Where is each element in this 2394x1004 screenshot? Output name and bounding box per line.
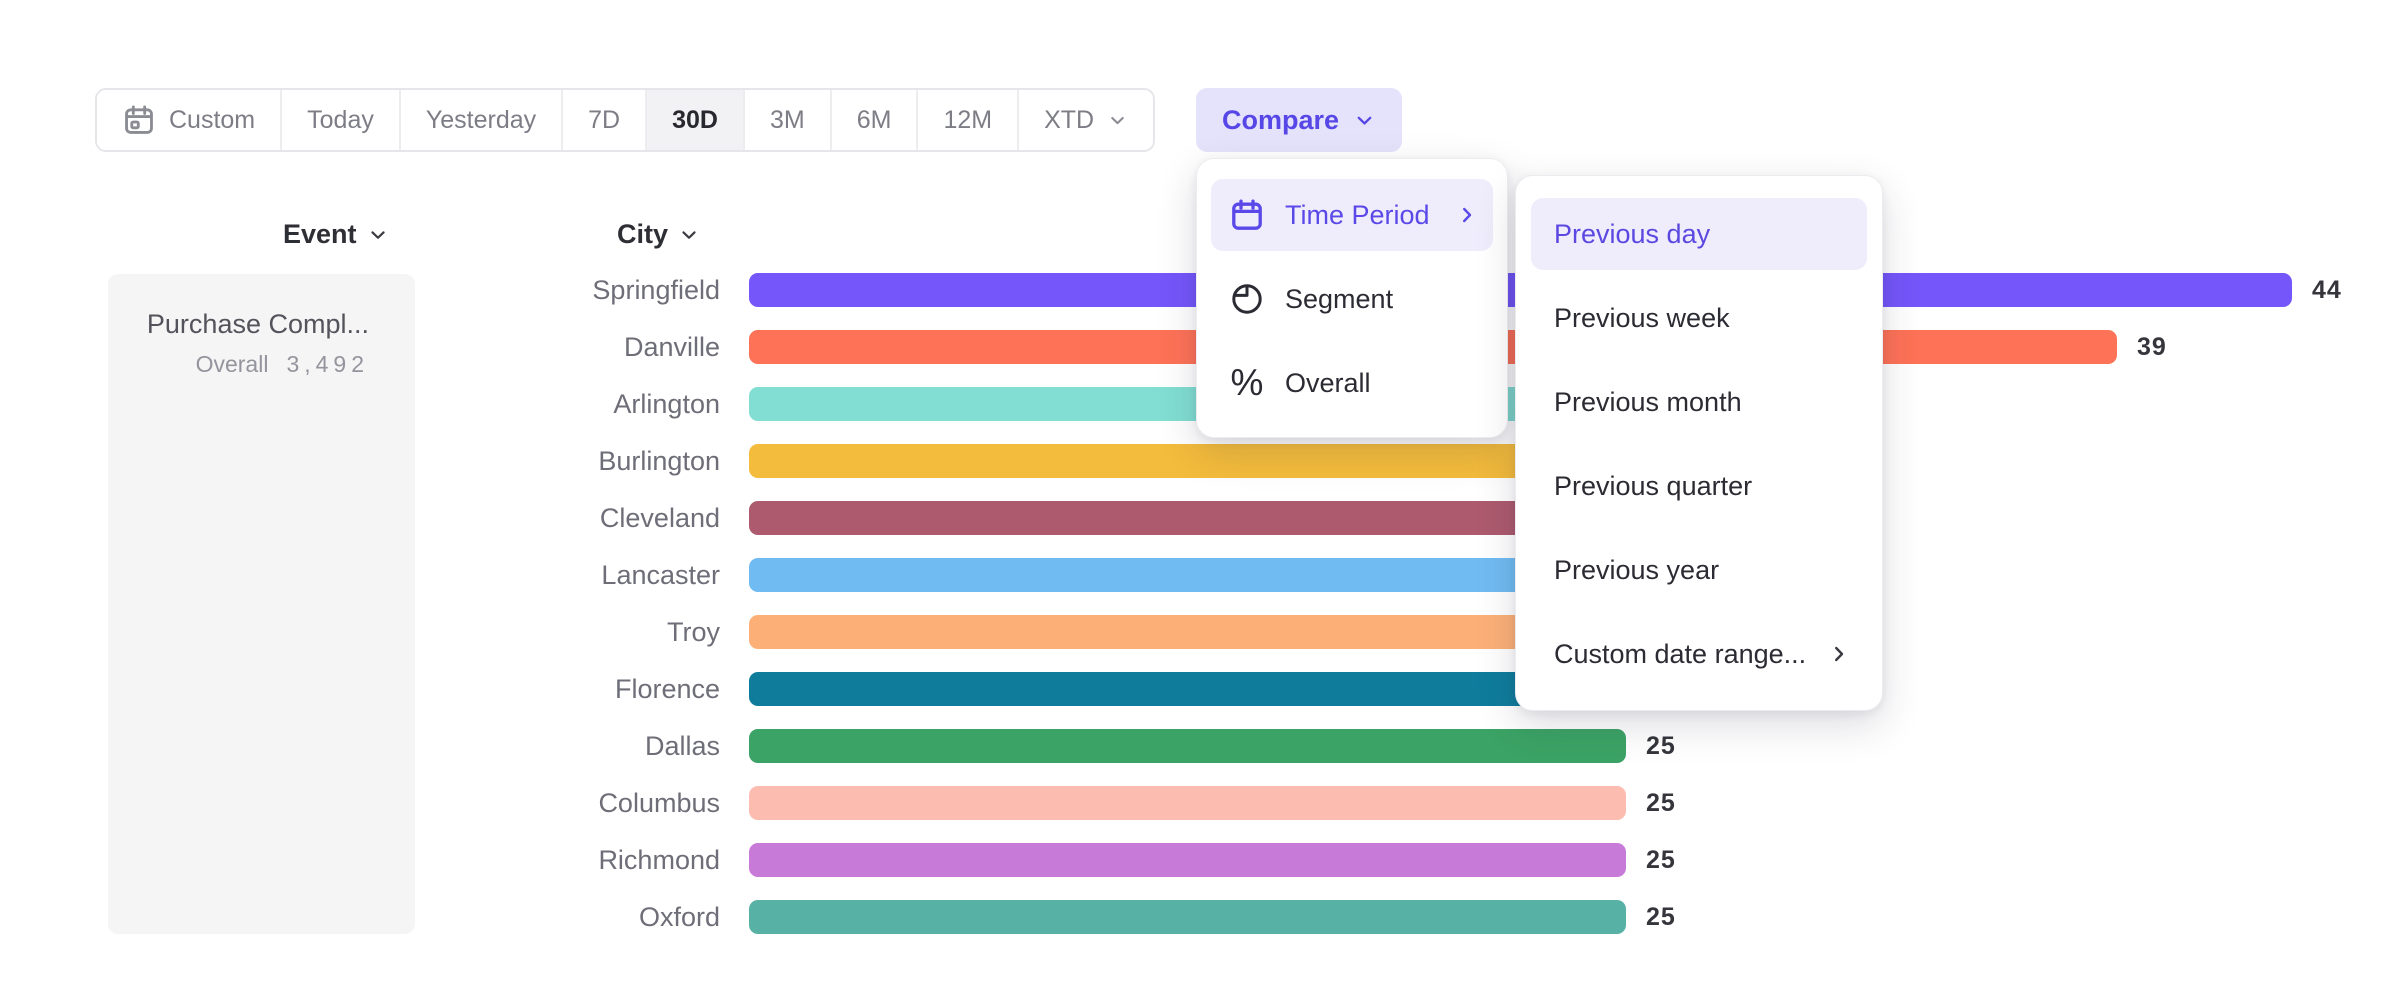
range-button-today[interactable]: Today — [282, 90, 401, 150]
city-label: Dallas — [644, 730, 720, 761]
bar-columbus[interactable] — [749, 786, 1626, 820]
chevron-right-icon — [1455, 203, 1479, 227]
compare-menu-item-time-period[interactable]: Time Period — [1211, 179, 1493, 251]
submenu-item-previous-year[interactable]: Previous year — [1531, 534, 1867, 606]
menu-item-label: Previous year — [1554, 554, 1720, 585]
segment-icon — [1229, 281, 1265, 317]
calendar-plain-icon — [1229, 197, 1265, 233]
event-column-header[interactable]: Event — [283, 219, 389, 250]
chart-row-columbus: Columbus 25 — [380, 786, 1676, 820]
percent-icon: % — [1230, 362, 1264, 403]
range-button-6m[interactable]: 6M — [831, 90, 919, 150]
bar-value-label: 25 — [1646, 731, 1676, 760]
range-button-yesterday[interactable]: Yesterday — [400, 90, 564, 150]
city-label: Richmond — [598, 844, 720, 875]
event-card[interactable]: Purchase Compl... Overall 3,492 — [108, 274, 415, 934]
bar-value-label: 25 — [1646, 902, 1676, 931]
range-button-3m[interactable]: 3M — [744, 90, 832, 150]
city-label: Columbus — [598, 787, 720, 818]
city-column-header[interactable]: City — [617, 219, 700, 250]
compare-menu-item-overall[interactable]: % Overall — [1211, 347, 1493, 419]
range-button-label: 6M — [856, 105, 892, 134]
range-button-label: 3M — [769, 105, 805, 134]
range-button-label: Yesterday — [425, 105, 537, 134]
city-label: Danville — [623, 331, 720, 362]
time-period-submenu: Previous day Previous week Previous month P… — [1515, 175, 1883, 711]
bar-value-label: 44 — [2312, 275, 2342, 304]
city-label: Oxford — [638, 901, 720, 932]
range-button-label: Custom — [169, 105, 256, 134]
chevron-down-icon — [1107, 110, 1128, 131]
city-label: Troy — [667, 616, 720, 647]
range-button-label: Today — [307, 105, 374, 134]
bar-dallas[interactable] — [749, 729, 1626, 763]
submenu-item-previous-month[interactable]: Previous month — [1531, 366, 1867, 438]
submenu-item-previous-day[interactable]: Previous day — [1531, 198, 1867, 270]
bar-value-label: 39 — [2137, 332, 2167, 361]
bar-value-label: 25 — [1646, 845, 1676, 874]
overall-value: 3,492 — [286, 351, 369, 377]
submenu-item-previous-quarter[interactable]: Previous quarter — [1531, 450, 1867, 522]
chart-row-richmond: Richmond 25 — [380, 843, 1676, 877]
compare-button-label: Compare — [1222, 104, 1340, 135]
bar-florence[interactable] — [749, 672, 1661, 706]
range-button-label: 30D — [672, 105, 718, 134]
compare-button[interactable]: Compare — [1196, 88, 1403, 152]
range-button-30d[interactable]: 30D — [647, 90, 745, 150]
chevron-right-icon — [1827, 642, 1851, 666]
menu-item-label: Overall — [1285, 367, 1371, 398]
compare-menu-item-segment[interactable]: Segment — [1211, 263, 1493, 335]
city-label: Burlington — [598, 445, 720, 476]
menu-item-label: Segment — [1285, 283, 1394, 314]
menu-item-label: Custom date range... — [1554, 638, 1807, 669]
range-button-xtd[interactable]: XTD — [1019, 90, 1154, 150]
event-header-label: Event — [283, 219, 357, 249]
menu-item-label: Previous day — [1554, 218, 1711, 249]
bar-oxford[interactable] — [749, 900, 1626, 934]
menu-item-label: Previous quarter — [1554, 470, 1753, 501]
menu-item-label: Previous week — [1554, 302, 1730, 333]
event-overall-row: Overall 3,492 — [108, 351, 415, 378]
menu-item-label: Time Period — [1285, 199, 1430, 230]
bar-value-label: 25 — [1646, 788, 1676, 817]
overall-label: Overall — [195, 351, 269, 377]
range-button-7d[interactable]: 7D — [563, 90, 648, 150]
range-button-label: XTD — [1044, 105, 1095, 134]
date-range-toolbar: Custom Today Yesterday 7D 30D 3M 6M 12M XTD — [95, 88, 1156, 152]
chevron-down-icon — [1353, 109, 1376, 132]
chevron-down-icon — [367, 224, 389, 246]
chevron-down-icon — [678, 224, 700, 246]
city-label: Lancaster — [601, 559, 720, 590]
city-label: Florence — [614, 673, 720, 704]
chart-row-troy: Troy — [380, 615, 1696, 649]
bar-richmond[interactable] — [749, 843, 1626, 877]
menu-item-label: Previous month — [1554, 386, 1742, 417]
event-name: Purchase Compl... — [146, 309, 369, 339]
submenu-item-previous-week[interactable]: Previous week — [1531, 282, 1867, 354]
city-header-label: City — [617, 219, 669, 249]
city-label: Arlington — [613, 388, 720, 419]
city-label: Cleveland — [599, 502, 720, 533]
chart-row-dallas: Dallas 25 — [380, 729, 1676, 763]
range-button-label: 12M — [943, 105, 993, 134]
compare-menu: Time Period Segment% Overall — [1196, 158, 1508, 438]
submenu-item-custom-date-range[interactable]: Custom date range... — [1531, 618, 1867, 690]
range-button-12m[interactable]: 12M — [918, 90, 1020, 150]
chart-row-florence: Florence — [380, 672, 1661, 706]
calendar-icon — [122, 103, 156, 137]
chart-row-oxford: Oxford 25 — [380, 900, 1676, 934]
range-button-label: 7D — [588, 105, 621, 134]
city-label: Springfield — [592, 274, 720, 305]
range-button-custom[interactable]: Custom — [97, 90, 283, 150]
